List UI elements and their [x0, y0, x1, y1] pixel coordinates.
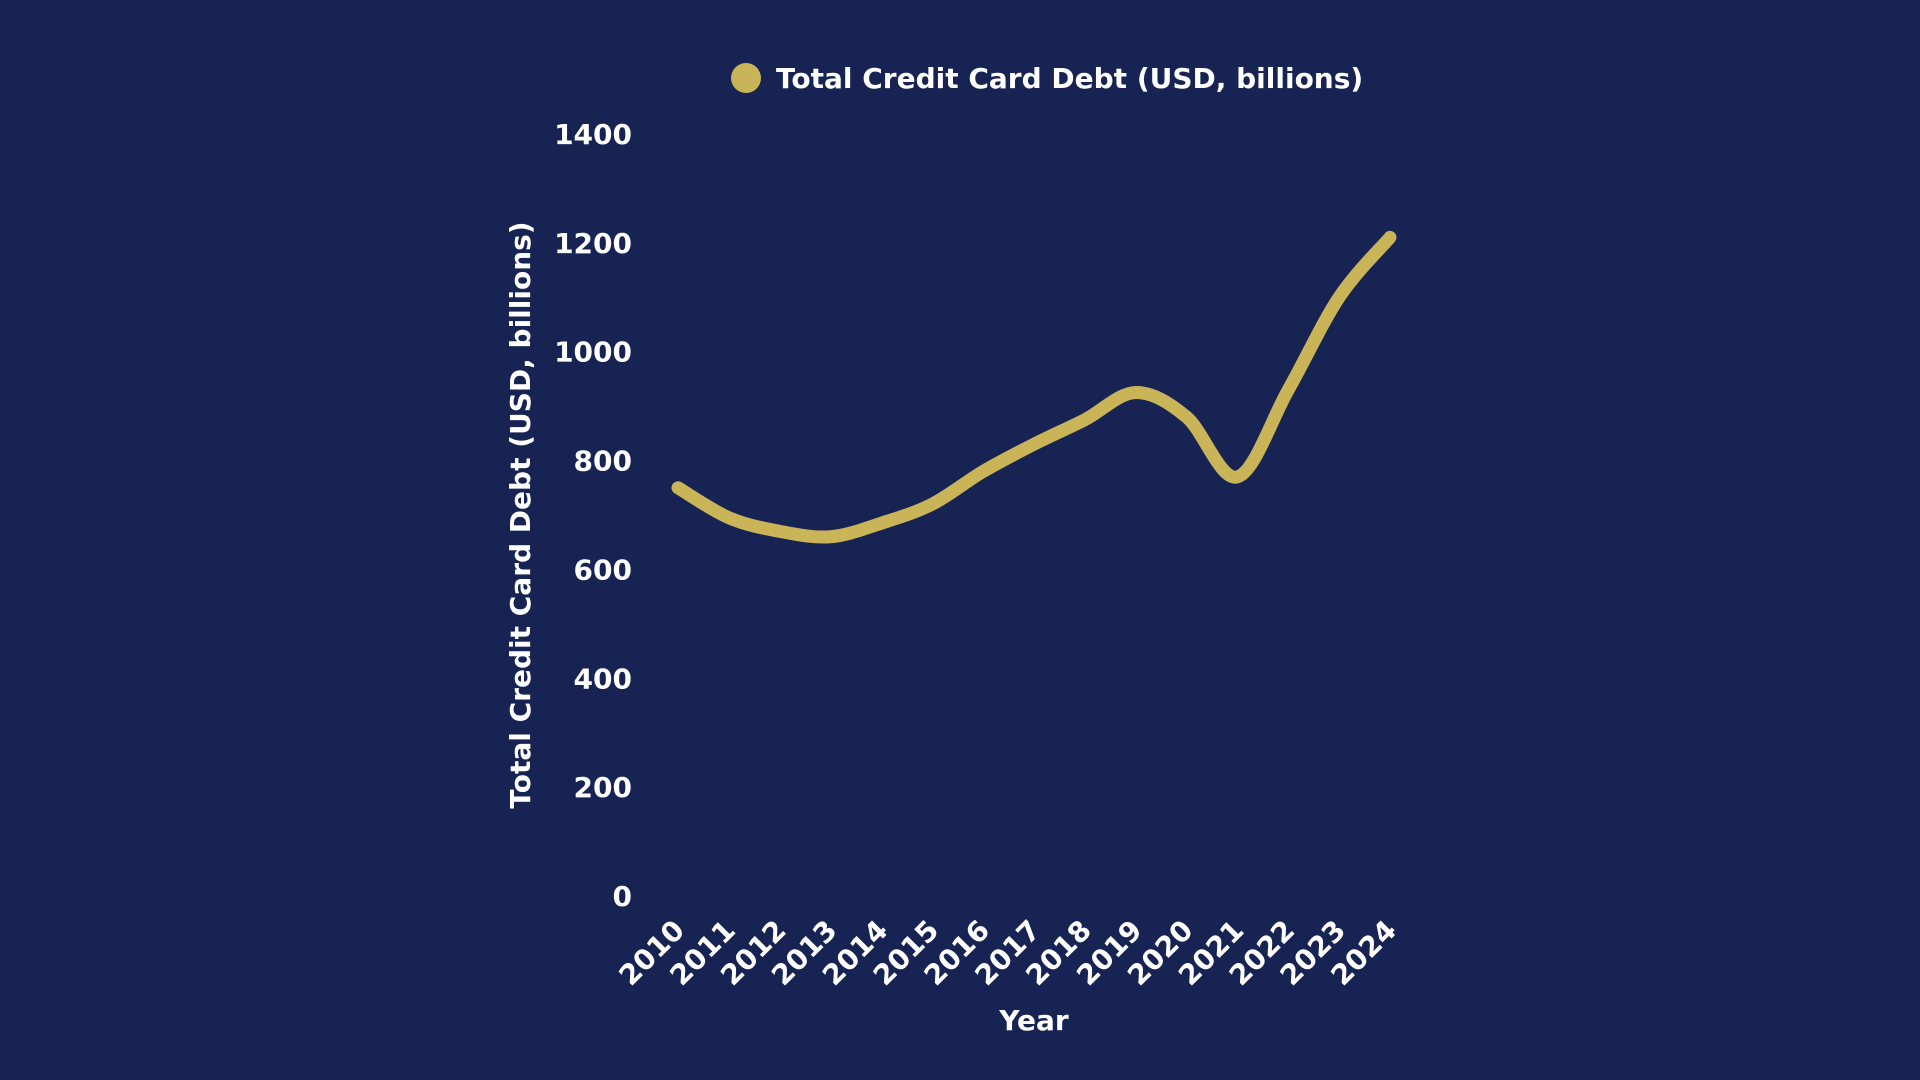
y-tick-label: 1400 [554, 118, 632, 151]
legend: Total Credit Card Debt (USD, billions) [731, 62, 1363, 95]
y-tick-label: 1200 [554, 227, 632, 260]
data-point [1386, 233, 1394, 241]
legend-label: Total Credit Card Debt (USD, billions) [776, 62, 1363, 95]
y-tick-label: 1000 [554, 336, 632, 369]
series-line [671, 230, 1397, 544]
data-point [1183, 413, 1191, 421]
data-point [725, 514, 733, 522]
x-axis-ticks: 2010201120122013201420152016201720182019… [613, 914, 1403, 992]
y-tick-label: 400 [574, 662, 632, 695]
series-layer [671, 230, 1397, 544]
data-point [1233, 473, 1241, 481]
data-point [1132, 389, 1140, 397]
y-tick-label: 200 [574, 771, 632, 804]
data-point [877, 519, 885, 527]
data-point [928, 500, 936, 508]
legend-marker [731, 63, 761, 93]
y-axis-title: Total Credit Card Debt (USD, billions) [504, 221, 537, 808]
data-point [1030, 440, 1038, 448]
data-point [674, 484, 682, 492]
y-axis-ticks: 0 200 400 600 800 1000 1200 1400 [554, 118, 632, 913]
data-point [1335, 293, 1343, 301]
y-tick-label: 0 [613, 880, 632, 913]
data-point [979, 467, 987, 475]
data-point [827, 533, 835, 541]
x-axis-title: Year [998, 1004, 1069, 1037]
data-point [776, 527, 784, 535]
data-point [1284, 386, 1292, 394]
data-point [1081, 416, 1089, 424]
y-tick-label: 800 [574, 445, 632, 478]
y-tick-label: 600 [574, 553, 632, 586]
